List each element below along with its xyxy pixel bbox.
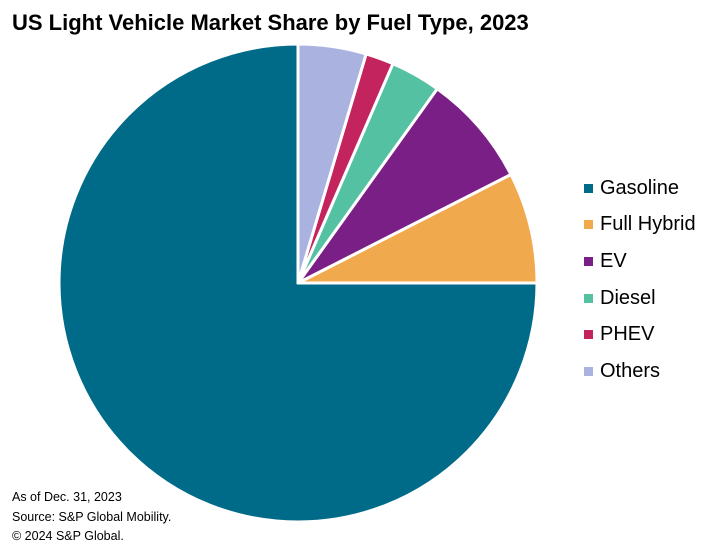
legend-label-phev: PHEV (600, 323, 655, 346)
pie-slice-gasoline (57, 42, 539, 524)
legend-label-gasoline: Gasoline (600, 176, 679, 199)
footer-copyright: © 2024 S&P Global. (12, 529, 124, 543)
legend-label-ev: EV (600, 249, 627, 272)
legend-swatch-ev (584, 256, 593, 266)
legend-label-others: Others (600, 359, 661, 382)
legend-item-ev: EV (584, 243, 696, 280)
legend-swatch-phev (584, 330, 593, 340)
pie-slice-full-hybrid (296, 173, 539, 285)
legend-swatch-others (584, 366, 593, 376)
footer-source: Source: S&P Global Mobility. (12, 509, 172, 524)
legend-item-others: Others (584, 353, 696, 390)
legend-label-full-hybrid: Full Hybrid (600, 213, 696, 236)
legend-swatch-full-hybrid (584, 220, 593, 230)
legend-swatch-diesel (584, 293, 593, 303)
chart-title: US Light Vehicle Market Share by Fuel Ty… (12, 10, 529, 35)
legend-label-diesel: Diesel (600, 286, 656, 309)
legend-item-full-hybrid: Full Hybrid (584, 207, 696, 244)
pie-slice-others (296, 42, 368, 285)
legend: Gasoline Full Hybrid EV Diesel PHEV Othe… (584, 170, 696, 390)
footer-notes: As of Dec. 31, 2023 Source: S&P Global M… (12, 488, 171, 547)
legend-item-gasoline: Gasoline (584, 170, 696, 207)
legend-swatch-gasoline (584, 183, 593, 193)
footer-date-note: As of Dec. 31, 2023 (12, 490, 122, 504)
legend-item-phev: PHEV (584, 316, 696, 353)
pie-slice-ev (296, 87, 513, 285)
legend-item-diesel: Diesel (584, 280, 696, 317)
